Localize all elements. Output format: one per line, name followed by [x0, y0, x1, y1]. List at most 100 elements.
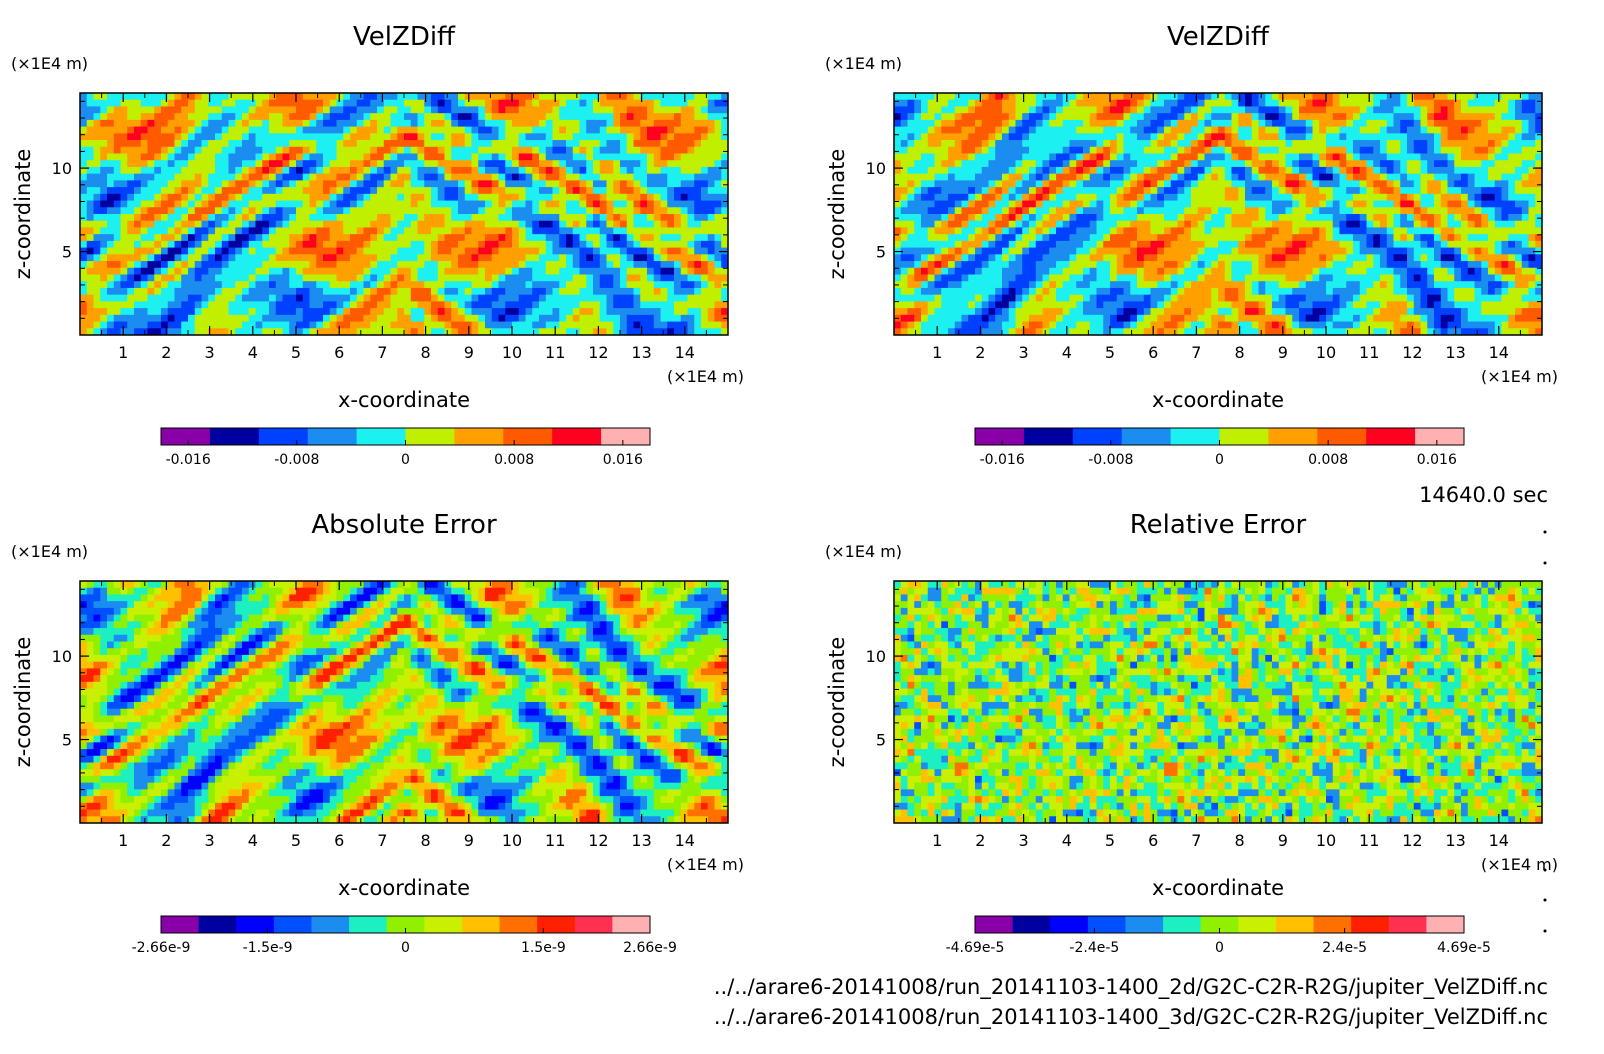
heatmap-cell	[471, 180, 479, 188]
heatmap-cell	[653, 207, 662, 215]
heatmap-cell	[410, 207, 419, 215]
heatmap-cell	[134, 267, 142, 276]
heatmap-cell	[215, 207, 223, 215]
heatmap-cell	[687, 153, 695, 161]
heatmap-cell	[431, 207, 439, 215]
heatmap-cell	[134, 281, 142, 289]
heatmap-cell	[518, 214, 527, 222]
heatmap-cell	[363, 321, 371, 329]
heatmap-cell	[478, 193, 486, 202]
heatmap-cell	[701, 106, 709, 114]
heatmap-cell	[512, 166, 520, 175]
heatmap-cell	[660, 321, 668, 329]
heatmap-cell	[363, 314, 371, 323]
heatmap-cell	[975, 133, 983, 141]
heatmap-cell	[1123, 99, 1131, 108]
heatmap-cell	[167, 146, 176, 155]
heatmap-cell	[498, 119, 506, 128]
heatmap-cell	[451, 146, 459, 155]
heatmap-cell	[701, 187, 709, 195]
heatmap-cell	[512, 133, 520, 141]
heatmap-cell	[1278, 119, 1287, 128]
heatmap-cell	[329, 301, 338, 309]
heatmap-cell	[1400, 133, 1408, 141]
heatmap-cell	[282, 166, 290, 175]
heatmap-cell	[512, 173, 520, 181]
heatmap-cell	[579, 281, 587, 289]
heatmap-cell	[1326, 173, 1334, 181]
heatmap-cell	[1204, 99, 1212, 108]
heatmap-cell	[653, 274, 662, 282]
heatmap-cell	[194, 193, 203, 202]
heatmap-cell	[309, 240, 317, 249]
heatmap-cell	[424, 281, 432, 289]
heatmap-cell	[120, 146, 128, 155]
heatmap-cell	[1413, 126, 1422, 134]
heatmap-cell	[431, 220, 439, 229]
heatmap-cell	[968, 106, 976, 114]
heatmap-cell	[201, 267, 209, 276]
heatmap-cell	[100, 227, 108, 235]
heatmap-cell	[968, 133, 976, 141]
heatmap-cell	[390, 227, 398, 235]
heatmap-cell	[424, 234, 432, 242]
heatmap-cell	[444, 240, 452, 249]
heatmap-cell	[451, 207, 459, 215]
heatmap-cell	[336, 274, 344, 282]
heatmap-cell	[606, 146, 614, 155]
heatmap-cell	[1191, 166, 1199, 175]
heatmap-cell	[167, 207, 176, 215]
heatmap-cell	[215, 301, 223, 309]
heatmap-cell	[505, 173, 513, 181]
heatmap-cell	[532, 106, 540, 114]
heatmap-cell	[586, 261, 594, 269]
heatmap-cell	[539, 214, 547, 222]
heatmap-cell	[154, 126, 162, 134]
heatmap-cell	[93, 214, 101, 222]
heatmap-cell	[518, 261, 527, 269]
heatmap	[80, 93, 728, 335]
heatmap-cell	[586, 240, 594, 249]
heatmap-cell	[140, 146, 149, 155]
heatmap-cell	[1474, 140, 1482, 148]
y-tick-label: 5	[62, 243, 72, 262]
heatmap-cell	[1258, 126, 1266, 134]
heatmap-cell	[1056, 187, 1064, 195]
heatmap-cell	[350, 267, 358, 276]
heatmap-cell	[1224, 99, 1233, 108]
heatmap-cell	[1312, 126, 1320, 134]
heatmap-cell	[444, 153, 452, 161]
heatmap-cell	[687, 247, 695, 255]
heatmap-cell	[721, 294, 728, 302]
heatmap-cell	[221, 227, 230, 235]
heatmap-cell	[981, 187, 990, 195]
heatmap-cell	[701, 220, 709, 229]
heatmap-cell	[613, 301, 621, 309]
heatmap-cell	[941, 133, 949, 141]
heatmap-cell	[518, 227, 527, 235]
heatmap-cell	[680, 308, 689, 316]
heatmap-cell	[302, 106, 311, 114]
heatmap-cell	[1130, 133, 1138, 141]
heatmap-cell	[1157, 166, 1165, 175]
heatmap-cell	[914, 106, 922, 114]
heatmap-cell	[1474, 133, 1482, 141]
heatmap-cell	[86, 207, 95, 215]
heatmap-cell	[1393, 119, 1401, 128]
heatmap-cell	[181, 140, 189, 148]
heatmap-cell	[525, 193, 533, 202]
heatmap-cell	[370, 93, 378, 101]
heatmap-cell	[626, 113, 635, 121]
heatmap-cell	[981, 146, 990, 155]
heatmap-cell	[1285, 99, 1293, 108]
heatmap-cell	[1407, 153, 1415, 161]
heatmap-cell	[296, 160, 304, 168]
heatmap-cell	[968, 140, 976, 148]
heatmap-cell	[336, 220, 344, 229]
heatmap-cell	[687, 261, 695, 269]
heatmap-cell	[289, 287, 297, 296]
heatmap-cell	[579, 99, 587, 108]
heatmap-cell	[235, 314, 243, 323]
heatmap-cell	[707, 140, 716, 148]
heatmap-cell	[633, 261, 641, 269]
